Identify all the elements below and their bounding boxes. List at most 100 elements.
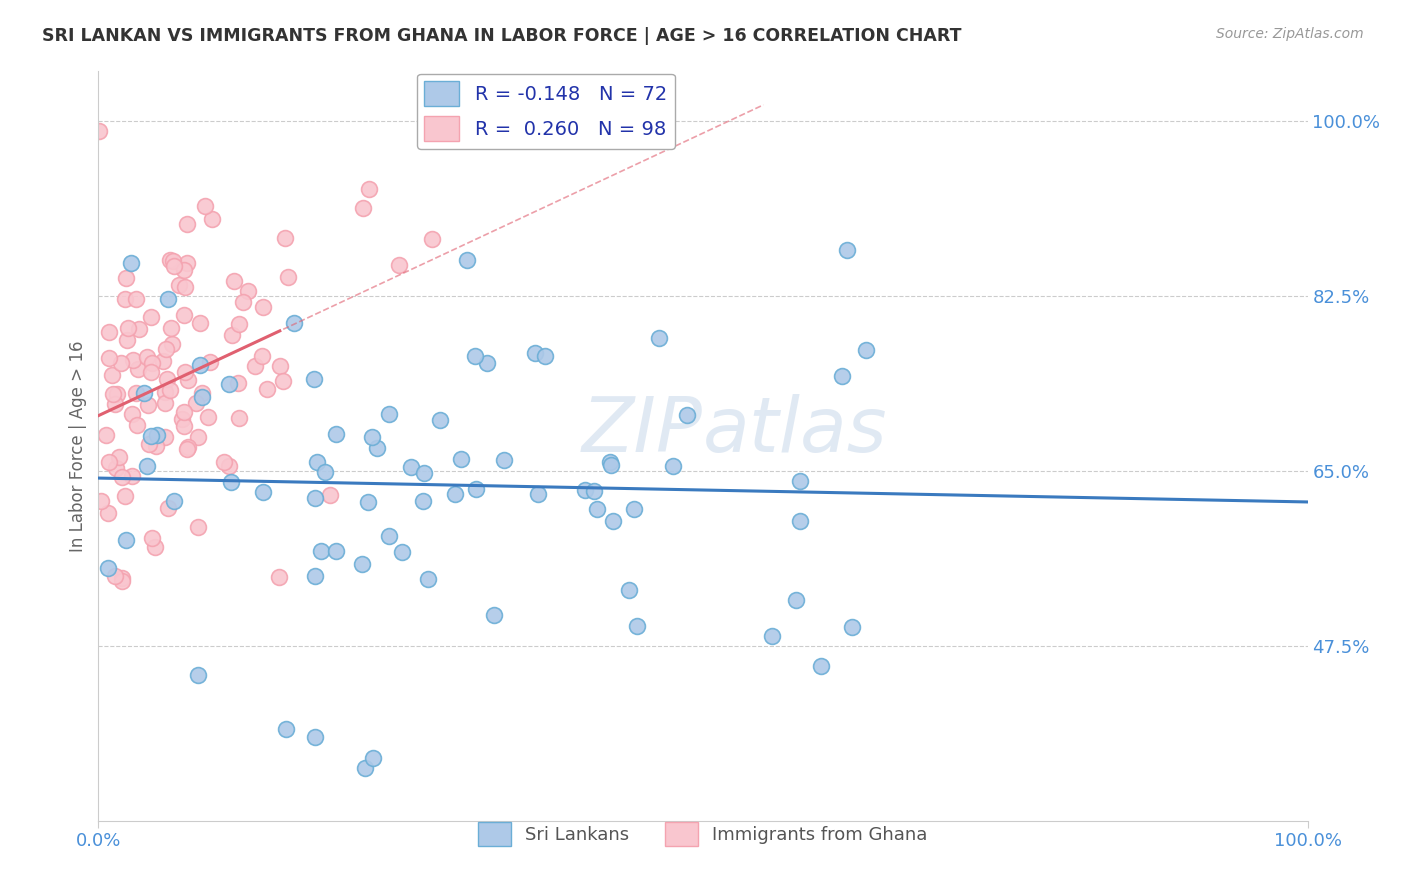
- Point: [252, 484, 274, 499]
- Point: [177, 373, 200, 387]
- Point: [388, 259, 411, 273]
- Point: [187, 668, 209, 682]
- Point: [377, 529, 399, 543]
- Point: [221, 327, 243, 342]
- Point: [444, 486, 467, 500]
- Point: [155, 384, 177, 399]
- Point: [173, 419, 195, 434]
- Point: [269, 359, 291, 374]
- Point: [789, 514, 811, 528]
- Point: [191, 390, 214, 404]
- Point: [761, 629, 783, 643]
- Point: [139, 365, 162, 379]
- Point: [159, 253, 181, 268]
- Point: [360, 430, 382, 444]
- Point: [97, 560, 120, 574]
- Point: [226, 376, 249, 390]
- Point: [198, 355, 221, 369]
- Point: [138, 437, 160, 451]
- Point: [212, 455, 235, 469]
- Point: [835, 243, 858, 257]
- Point: [378, 407, 401, 421]
- Point: [194, 198, 217, 212]
- Point: [675, 408, 697, 422]
- Point: [120, 256, 142, 270]
- Point: [105, 386, 128, 401]
- Point: [527, 486, 550, 500]
- Point: [267, 570, 290, 584]
- Point: [352, 201, 374, 215]
- Point: [176, 442, 198, 456]
- Point: [475, 357, 498, 371]
- Point: [177, 440, 200, 454]
- Point: [153, 430, 176, 444]
- Point: [302, 372, 325, 386]
- Point: [115, 533, 138, 547]
- Point: [785, 593, 807, 607]
- Point: [224, 274, 246, 288]
- Point: [145, 439, 167, 453]
- Point: [163, 494, 186, 508]
- Text: SRI LANKAN VS IMMIGRANTS FROM GHANA IN LABOR FORCE | AGE > 16 CORRELATION CHART: SRI LANKAN VS IMMIGRANTS FROM GHANA IN L…: [42, 27, 962, 45]
- Point: [162, 254, 184, 268]
- Point: [132, 386, 155, 401]
- Point: [173, 365, 195, 379]
- Point: [789, 474, 811, 488]
- Point: [115, 333, 138, 347]
- Point: [523, 346, 546, 360]
- Point: [136, 458, 159, 473]
- Point: [125, 386, 148, 401]
- Point: [354, 760, 377, 774]
- Point: [252, 349, 274, 363]
- Point: [163, 259, 186, 273]
- Point: [219, 475, 242, 490]
- Point: [136, 398, 159, 412]
- Point: [108, 450, 131, 465]
- Point: [456, 252, 478, 267]
- Point: [135, 350, 157, 364]
- Point: [156, 372, 179, 386]
- Point: [110, 356, 132, 370]
- Point: [366, 441, 388, 455]
- Point: [464, 482, 486, 496]
- Point: [647, 331, 669, 345]
- Point: [599, 455, 621, 469]
- Point: [117, 321, 139, 335]
- Point: [156, 500, 179, 515]
- Point: [484, 607, 506, 622]
- Point: [121, 408, 143, 422]
- Point: [127, 362, 149, 376]
- Point: [188, 316, 211, 330]
- Point: [127, 418, 149, 433]
- Point: [429, 413, 451, 427]
- Point: [855, 343, 877, 357]
- Point: [401, 459, 423, 474]
- Point: [190, 358, 212, 372]
- Point: [277, 270, 299, 285]
- Point: [114, 292, 136, 306]
- Point: [626, 619, 648, 633]
- Point: [143, 541, 166, 555]
- Point: [94, 427, 117, 442]
- Point: [191, 386, 214, 401]
- Point: [160, 337, 183, 351]
- Point: [173, 309, 195, 323]
- Point: [218, 376, 240, 391]
- Point: [97, 455, 120, 469]
- Point: [602, 514, 624, 528]
- Point: [418, 572, 440, 586]
- Point: [314, 465, 336, 479]
- Point: [97, 506, 120, 520]
- Point: [101, 387, 124, 401]
- Point: [201, 212, 224, 227]
- Point: [304, 569, 326, 583]
- Point: [104, 461, 127, 475]
- Point: [170, 411, 193, 425]
- Point: [304, 731, 326, 745]
- Point: [464, 349, 486, 363]
- Point: [304, 491, 326, 505]
- Point: [309, 544, 332, 558]
- Point: [103, 397, 125, 411]
- Point: [325, 544, 347, 558]
- Point: [115, 270, 138, 285]
